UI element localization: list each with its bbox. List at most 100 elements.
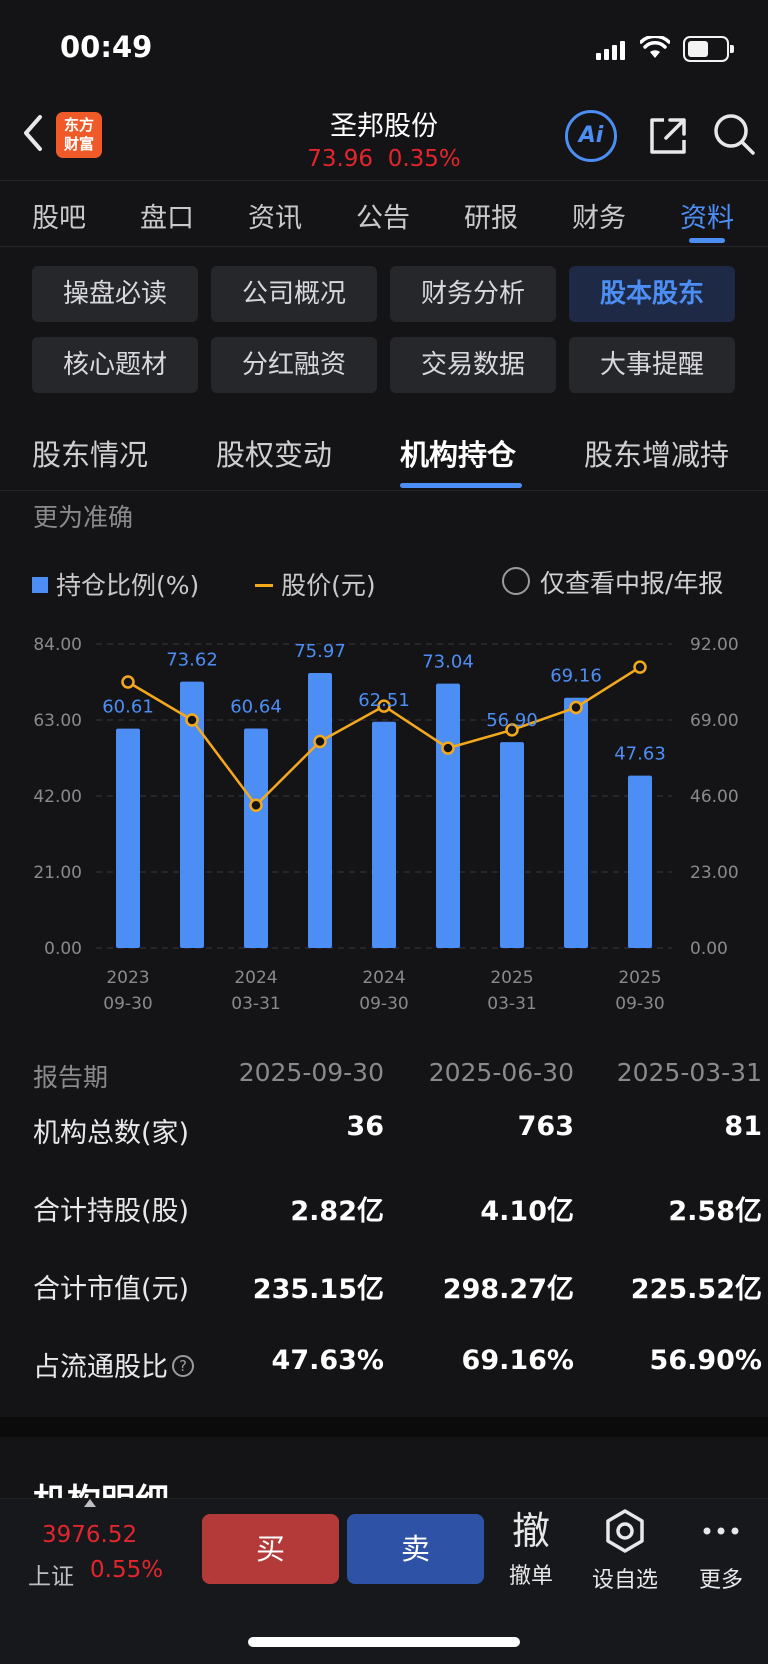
tab-news[interactable]: 资讯 bbox=[248, 203, 302, 234]
btn-event-reminders[interactable]: 大事提醒 bbox=[569, 337, 735, 393]
legend-bar-swatch bbox=[32, 577, 48, 593]
price-point bbox=[313, 734, 327, 749]
cell-market-value-2: 298.27亿 bbox=[442, 1274, 574, 1305]
tab-announcements[interactable]: 公告 bbox=[356, 203, 410, 234]
x-tick-label-year: 2025 bbox=[490, 968, 533, 988]
row-label-float-ratio: 占流通股比? bbox=[33, 1345, 194, 1384]
cell-float-ratio-3: 56.90% bbox=[649, 1345, 762, 1376]
btn-dividends-financing[interactable]: 分红融资 bbox=[211, 337, 377, 393]
add-watchlist-label: 设自选 bbox=[591, 1568, 658, 1593]
share-icon[interactable] bbox=[646, 114, 690, 158]
search-icon[interactable] bbox=[712, 112, 756, 156]
bar-data-label: 56.90 bbox=[486, 710, 538, 731]
row-label-market-value: 合计市值(元) bbox=[33, 1274, 190, 1305]
bar bbox=[500, 742, 524, 948]
row-label-float-ratio-text: 占流通股比 bbox=[33, 1352, 168, 1383]
help-icon[interactable]: ? bbox=[172, 1354, 194, 1377]
ai-assistant-button[interactable]: Ai bbox=[565, 110, 617, 162]
x-tick-label-year: 2024 bbox=[234, 968, 277, 988]
bar bbox=[180, 681, 204, 948]
cell-float-ratio-1: 47.63% bbox=[271, 1345, 384, 1376]
cell-float-ratio-2: 69.16% bbox=[461, 1345, 574, 1376]
filter-radio-button[interactable] bbox=[502, 567, 530, 595]
tab-finance[interactable]: 财务 bbox=[572, 203, 626, 234]
x-tick-label-date: 03-31 bbox=[231, 994, 280, 1014]
cellular-signal-icon bbox=[596, 41, 625, 60]
price-point bbox=[633, 660, 647, 674]
legend-bar-label: 持仓比例(%) bbox=[56, 571, 200, 600]
sell-button[interactable]: 卖 bbox=[347, 1514, 484, 1584]
cell-total-shares-3: 2.58亿 bbox=[668, 1196, 762, 1227]
back-arrow-icon[interactable] bbox=[18, 113, 48, 153]
more-button[interactable]: 更多 bbox=[681, 1508, 761, 1594]
bar bbox=[372, 721, 396, 948]
status-bar: 00:49 bbox=[0, 0, 768, 96]
subtab-shareholder-info[interactable]: 股东情况 bbox=[32, 438, 149, 472]
price-point bbox=[121, 675, 135, 689]
table-header-label: 报告期 bbox=[33, 1063, 109, 1092]
divider bbox=[0, 490, 768, 491]
y-left-tick-label: 63.00 bbox=[33, 711, 82, 731]
subtab-equity-changes[interactable]: 股权变动 bbox=[216, 438, 333, 472]
price-point bbox=[249, 798, 263, 813]
buy-button[interactable]: 买 bbox=[202, 1514, 339, 1584]
row-label-total-shares: 合计持股(股) bbox=[33, 1196, 190, 1227]
app-logo: 东方 财富 bbox=[56, 112, 102, 158]
bar-data-label: 69.16 bbox=[550, 666, 602, 687]
legend-line-label: 股价(元) bbox=[281, 571, 376, 600]
tab-pankou[interactable]: 盘口 bbox=[140, 203, 194, 234]
row-label-institution-count: 机构总数(家) bbox=[33, 1118, 190, 1149]
x-tick-label-date: 09-30 bbox=[615, 994, 664, 1014]
tab-research[interactable]: 研报 bbox=[464, 203, 518, 234]
y-right-tick-label: 46.00 bbox=[690, 787, 739, 807]
y-left-tick-label: 42.00 bbox=[33, 787, 82, 807]
bar bbox=[116, 728, 140, 948]
x-tick-label-date: 03-31 bbox=[487, 994, 536, 1014]
x-tick-label-year: 2024 bbox=[362, 968, 405, 988]
battery-icon bbox=[683, 36, 734, 62]
cell-institution-count-3: 81 bbox=[724, 1111, 762, 1142]
bar-data-label: 62.51 bbox=[358, 690, 410, 711]
filter-radio-label[interactable]: 仅查看中报/年报 bbox=[540, 569, 724, 598]
bar bbox=[308, 673, 332, 948]
logo-text-line1: 东方 bbox=[63, 116, 94, 134]
btn-company-overview[interactable]: 公司概况 bbox=[211, 266, 377, 322]
index-value[interactable]: 3976.52 bbox=[42, 1522, 138, 1548]
divider bbox=[0, 180, 768, 181]
subtab-institutional-holdings[interactable]: 机构持仓 bbox=[400, 438, 517, 472]
add-watchlist-button[interactable]: 设自选 bbox=[585, 1508, 665, 1594]
bar-data-label: 47.63 bbox=[614, 744, 666, 765]
section-divider bbox=[0, 1417, 768, 1437]
btn-trading-data[interactable]: 交易数据 bbox=[390, 337, 556, 393]
x-tick-label-date: 09-30 bbox=[103, 994, 152, 1014]
main-tab-bar: 股吧 盘口 资讯 公告 研报 财务 资料 bbox=[0, 190, 768, 246]
bar-data-label: 75.97 bbox=[294, 641, 346, 662]
cell-institution-count-1: 36 bbox=[346, 1111, 384, 1142]
cell-total-shares-2: 4.10亿 bbox=[480, 1196, 574, 1227]
cancel-order-label: 撤单 bbox=[508, 1564, 553, 1589]
cancel-order-icon: 撤 bbox=[511, 1509, 550, 1553]
tab-guba[interactable]: 股吧 bbox=[32, 203, 86, 234]
table-period-2: 2025-06-30 bbox=[428, 1058, 574, 1087]
subtab-holding-changes[interactable]: 股东增减持 bbox=[584, 438, 730, 472]
cell-institution-count-2: 763 bbox=[517, 1111, 574, 1142]
price-point bbox=[185, 713, 199, 727]
bar-data-label: 73.04 bbox=[422, 652, 474, 673]
btn-trading-guide[interactable]: 操盘必读 bbox=[32, 266, 198, 322]
cancel-order-button[interactable]: 撤 撤单 bbox=[491, 1508, 571, 1590]
active-tab-indicator bbox=[689, 238, 725, 243]
note-text: 更为准确 bbox=[33, 503, 134, 532]
y-left-tick-label: 21.00 bbox=[33, 863, 82, 883]
index-change-pct[interactable]: 0.55% bbox=[90, 1557, 164, 1583]
btn-core-themes[interactable]: 核心题材 bbox=[32, 337, 198, 393]
cell-market-value-3: 225.52亿 bbox=[630, 1274, 762, 1305]
y-right-tick-label: 69.00 bbox=[690, 711, 739, 731]
btn-shareholders[interactable]: 股本股东 bbox=[569, 266, 735, 322]
y-left-tick-label: 84.00 bbox=[33, 635, 82, 655]
btn-financial-analysis[interactable]: 财务分析 bbox=[390, 266, 556, 322]
index-name[interactable]: 上证 bbox=[28, 1564, 74, 1590]
expand-caret-icon[interactable] bbox=[84, 1499, 96, 1507]
price-point bbox=[505, 723, 519, 737]
tab-profile[interactable]: 资料 bbox=[680, 203, 734, 234]
price-point bbox=[441, 741, 455, 755]
